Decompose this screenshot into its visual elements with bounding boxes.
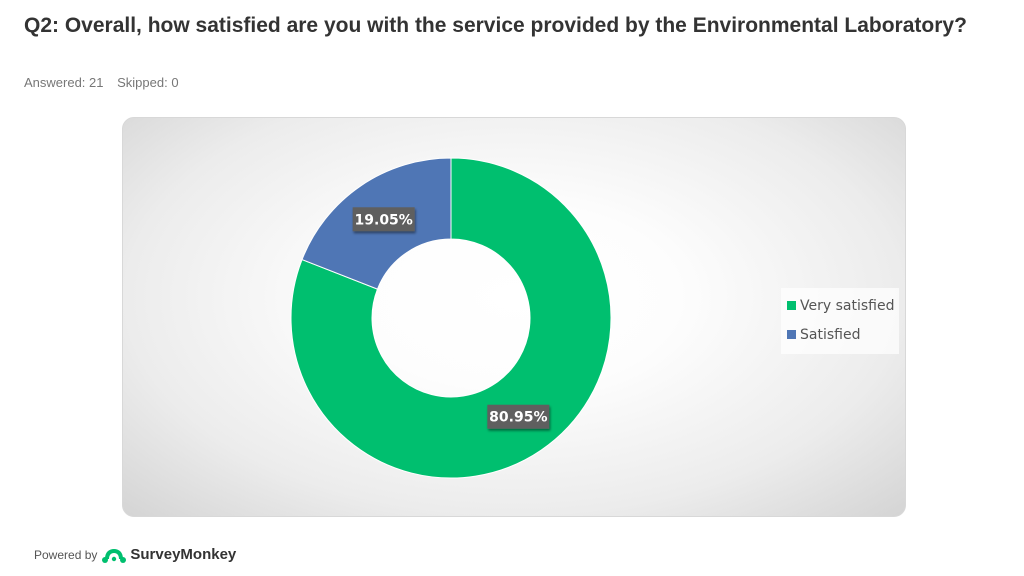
data-label-box (352, 207, 415, 232)
powered-by-text: Powered by (34, 547, 98, 562)
skipped-count: Skipped: 0 (117, 75, 179, 90)
data-label: 80.95% (487, 404, 550, 429)
data-label: 19.05% (352, 207, 415, 232)
question-title: Q2: Overall, how satisfied are you with … (24, 14, 967, 37)
donut-chart: 80.95% 19.05% (290, 157, 612, 479)
legend-swatch (787, 301, 796, 310)
chart-legend: Very satisfied Satisfied (781, 288, 899, 354)
data-label-box (487, 404, 550, 429)
brand-link[interactable]: SurveyMonkey (101, 546, 236, 563)
response-meta: Answered: 21 Skipped: 0 (24, 75, 189, 90)
brand-name: SurveyMonkey (130, 546, 237, 563)
data-label-text: 19.05% (355, 212, 413, 228)
donut-slice-very-satisfied (290, 157, 612, 479)
chart-panel: 80.95% 19.05% Very satisfied Satisfied (122, 117, 906, 517)
legend-item-satisfied: Satisfied (787, 320, 899, 349)
legend-swatch (787, 330, 796, 339)
legend-label: Satisfied (800, 326, 861, 343)
surveymonkey-logo-icon (102, 548, 127, 563)
answered-count: Answered: 21 (24, 75, 104, 90)
legend-label: Very satisfied (800, 297, 895, 314)
footer: Powered by SurveyMonkey (34, 546, 236, 563)
data-label-text: 80.95% (489, 410, 547, 426)
legend-item-very-satisfied: Very satisfied (787, 291, 899, 320)
